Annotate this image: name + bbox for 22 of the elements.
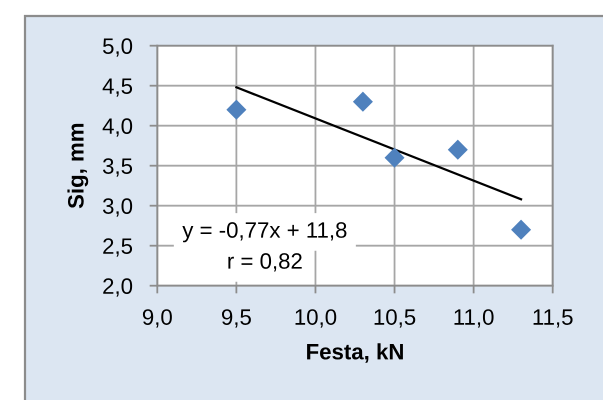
y-tick-label: 3,0 [102,198,132,217]
x-tick-label: 10,0 [296,309,336,328]
point [511,220,532,240]
annotation: y = -0,77x + 11,8 [182,222,346,242]
x-axis-title: Festa, kN [307,343,403,363]
y-tick-label: 2,0 [103,278,132,297]
x-tick-label: 9,0 [142,309,172,328]
y-tick-label: 2,5 [103,238,132,257]
x-tick-label: 11,0 [454,309,494,328]
point [226,100,246,120]
point [352,92,373,112]
point [384,148,405,168]
y-axis-title: Sig, mm [67,124,88,208]
x-tick-label: 10,5 [374,309,416,328]
x-tick-label: 11,5 [534,309,573,328]
y-tick-label: 5,0 [102,38,132,57]
y-tick-label: 4,5 [102,78,132,97]
y-tick-label: 4,0 [102,118,132,137]
x-tick-label: 9,5 [222,309,251,328]
point [448,140,468,160]
annotation: r = 0,82 [228,253,302,272]
y-tick-label: 3,5 [102,158,132,177]
